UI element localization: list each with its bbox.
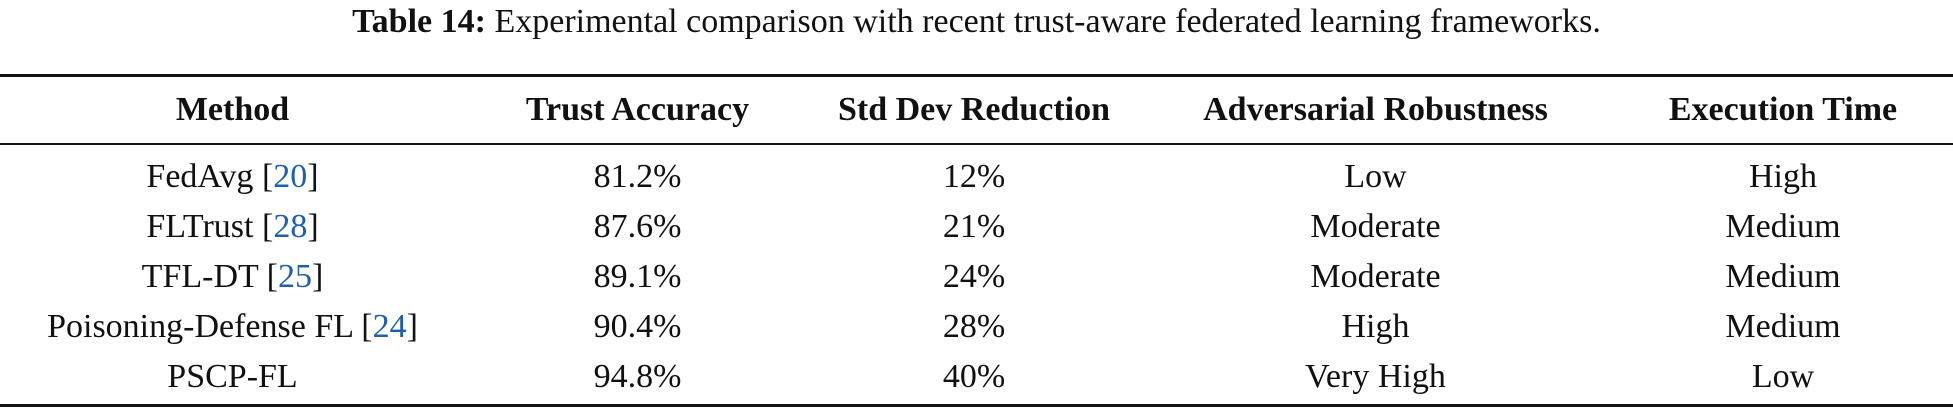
execution-time-cell: High <box>1749 158 1817 195</box>
method-name: FLTrust <box>146 208 254 245</box>
citation-link[interactable]: 20 <box>273 158 308 195</box>
method-cell: Poisoning-Defense FL [24] <box>47 308 418 345</box>
top-rule <box>0 74 1953 77</box>
citation-link[interactable]: 24 <box>372 308 407 345</box>
citation-link[interactable]: 28 <box>273 208 308 245</box>
citation-link[interactable]: 25 <box>277 258 312 295</box>
table-row: FLTrust [28] 87.6% 21% Moderate Medium <box>0 202 1953 252</box>
execution-time-cell: Medium <box>1725 258 1841 295</box>
header-trust-accuracy: Trust Accuracy <box>525 91 750 128</box>
std-dev-reduction-cell: 21% <box>942 208 1006 245</box>
header-std-dev-reduction: Std Dev Reduction <box>837 91 1111 128</box>
method-cell: FedAvg [20] <box>146 158 319 195</box>
table-caption: Table 14: Experimental comparison with r… <box>0 0 1953 44</box>
table-row: Poisoning-Defense FL [24] 90.4% 28% High… <box>0 302 1953 352</box>
method-cell: PSCP-FL <box>0 352 465 402</box>
bottom-rule <box>0 404 1953 407</box>
trust-accuracy-cell: 89.1% <box>593 258 682 295</box>
header-execution-time: Execution Time <box>1668 91 1898 128</box>
table-row: PSCP-FL 94.8% 40% Very High Low <box>0 352 1953 402</box>
method-name: FedAvg <box>146 158 254 195</box>
trust-accuracy-cell: 81.2% <box>593 158 682 195</box>
comparison-table: Method Trust Accuracy Std Dev Reduction … <box>0 77 1953 402</box>
trust-accuracy-cell: 87.6% <box>593 208 682 245</box>
method-name: Poisoning-Defense FL <box>47 308 353 345</box>
header-adversarial-robustness: Adversarial Robustness <box>1203 91 1548 128</box>
trust-accuracy-cell: 94.8% <box>593 358 682 395</box>
std-dev-reduction-cell: 40% <box>942 358 1006 395</box>
trust-accuracy-cell: 90.4% <box>593 308 682 345</box>
header-row: Method Trust Accuracy Std Dev Reduction … <box>0 77 1953 143</box>
caption-label: Table 14: <box>352 3 486 40</box>
method-name: TFL-DT <box>141 258 259 295</box>
std-dev-reduction-cell: 12% <box>942 158 1006 195</box>
caption-text: Experimental comparison with recent trus… <box>494 3 1601 40</box>
table-row: FedAvg [20] 81.2% 12% Low High <box>0 143 1953 202</box>
execution-time-cell: Medium <box>1725 308 1841 345</box>
adversarial-robustness-cell: Moderate <box>1310 208 1441 245</box>
adversarial-robustness-cell: Moderate <box>1310 258 1441 295</box>
std-dev-reduction-cell: 28% <box>942 308 1006 345</box>
header-rule <box>0 143 1953 145</box>
adversarial-robustness-cell: Low <box>1344 158 1407 195</box>
method-cell: FLTrust [28] <box>146 208 319 245</box>
adversarial-robustness-cell: Very High <box>1305 358 1446 395</box>
header-method: Method <box>175 91 290 128</box>
execution-time-cell: Low <box>1751 358 1815 395</box>
method-name: PSCP-FL <box>167 358 298 395</box>
table-row: TFL-DT [25] 89.1% 24% Moderate Medium <box>0 252 1953 302</box>
std-dev-reduction-cell: 24% <box>942 258 1006 295</box>
execution-time-cell: Medium <box>1725 208 1841 245</box>
adversarial-robustness-cell: High <box>1341 308 1410 345</box>
method-cell: TFL-DT [25] <box>141 258 324 295</box>
